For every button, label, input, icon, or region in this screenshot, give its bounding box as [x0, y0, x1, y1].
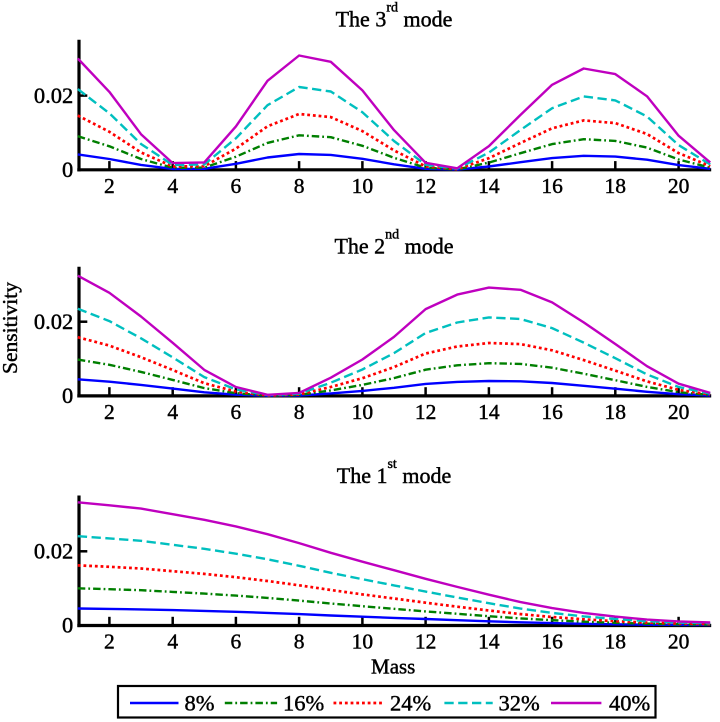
svg-text:8%: 8% — [185, 691, 215, 716]
svg-text:16%: 16% — [283, 691, 324, 716]
svg-text:18: 18 — [605, 174, 627, 198]
svg-text:2: 2 — [104, 400, 115, 424]
svg-text:10: 10 — [352, 630, 374, 654]
svg-text:0: 0 — [62, 157, 73, 182]
svg-text:8: 8 — [294, 400, 305, 424]
svg-text:20: 20 — [668, 400, 690, 424]
svg-text:8: 8 — [294, 174, 305, 198]
svg-text:16: 16 — [541, 400, 563, 424]
svg-text:6: 6 — [231, 630, 242, 654]
svg-text:14: 14 — [478, 174, 500, 198]
svg-text:10: 10 — [352, 174, 374, 198]
svg-text:2: 2 — [104, 630, 115, 654]
svg-text:4: 4 — [167, 174, 178, 198]
svg-text:16: 16 — [541, 630, 563, 654]
svg-text:Mass: Mass — [371, 654, 415, 678]
svg-text:2: 2 — [104, 174, 115, 198]
svg-text:18: 18 — [605, 400, 627, 424]
svg-text:24%: 24% — [390, 691, 431, 716]
svg-text:14: 14 — [478, 400, 500, 424]
svg-text:12: 12 — [415, 630, 437, 654]
svg-text:Sensitivity: Sensitivity — [0, 282, 22, 374]
svg-text:4: 4 — [167, 630, 178, 654]
svg-text:8: 8 — [294, 630, 305, 654]
svg-text:12: 12 — [415, 400, 437, 424]
svg-text:0.02: 0.02 — [34, 83, 73, 108]
svg-text:14: 14 — [478, 630, 500, 654]
svg-text:16: 16 — [541, 174, 563, 198]
svg-text:32%: 32% — [499, 691, 540, 716]
svg-text:0: 0 — [62, 383, 73, 408]
svg-text:20: 20 — [668, 174, 690, 198]
svg-text:0.02: 0.02 — [34, 309, 73, 334]
svg-text:0.02: 0.02 — [34, 539, 73, 564]
svg-text:6: 6 — [231, 400, 242, 424]
svg-text:6: 6 — [231, 174, 242, 198]
svg-text:10: 10 — [352, 400, 374, 424]
svg-text:20: 20 — [668, 630, 690, 654]
svg-text:0: 0 — [62, 613, 73, 638]
svg-text:18: 18 — [605, 630, 627, 654]
svg-text:4: 4 — [167, 400, 178, 424]
svg-text:12: 12 — [415, 174, 437, 198]
svg-text:40%: 40% — [609, 691, 650, 716]
